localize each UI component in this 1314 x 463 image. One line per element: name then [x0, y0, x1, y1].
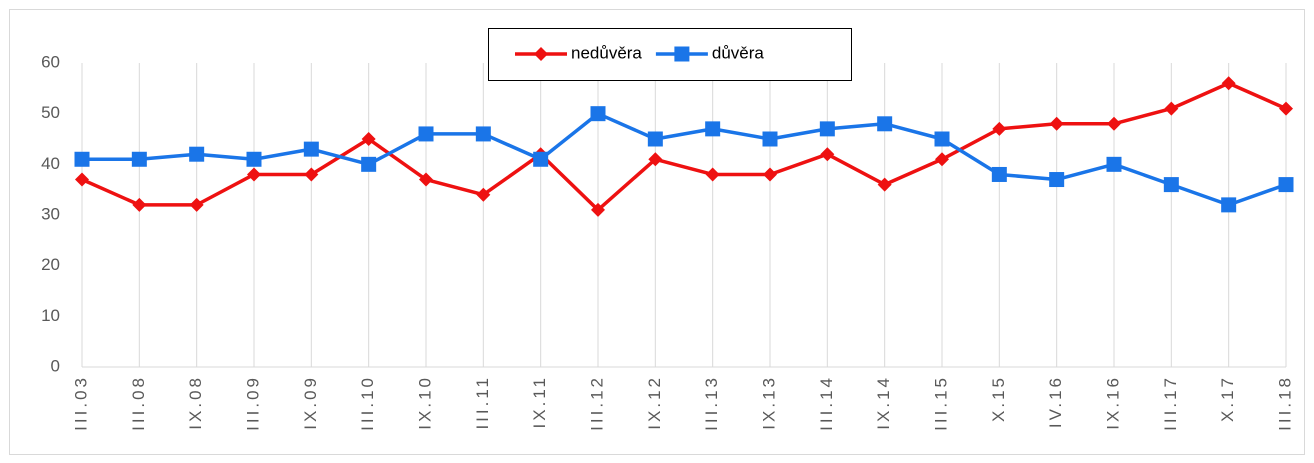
y-tick-label: 20 [41, 255, 60, 274]
series-line [81, 81, 1287, 212]
marker [763, 167, 777, 182]
x-tick-label: III.08 [129, 375, 148, 431]
y-tick-label: 50 [41, 103, 60, 122]
marker [131, 151, 147, 167]
marker [189, 146, 205, 162]
series-line [82, 111, 1287, 207]
x-tick-label: IX.12 [645, 375, 664, 430]
x-tick-label: X.17 [1218, 375, 1237, 422]
marker [1221, 197, 1237, 213]
x-tick-label: III.14 [817, 375, 836, 431]
marker [1163, 177, 1179, 193]
marker [935, 152, 949, 167]
y-tick-label: 30 [41, 204, 60, 223]
x-tick-label: III.15 [931, 375, 950, 431]
x-tick-label: IX.14 [874, 375, 893, 430]
x-tick-label: IX.16 [1103, 375, 1122, 430]
marker [877, 116, 893, 132]
marker [1278, 177, 1294, 193]
x-tick-label: III.17 [1161, 375, 1180, 431]
x-tick-label: IX.09 [301, 375, 320, 430]
marker [534, 47, 548, 61]
marker [246, 151, 262, 167]
x-tick-label: IX.13 [759, 375, 778, 430]
x-tick-label: X.15 [989, 375, 1008, 422]
y-tick-label: 10 [41, 306, 60, 325]
marker [419, 172, 433, 187]
x-tick-label: III.11 [473, 375, 492, 430]
x-tick-label: IX.08 [186, 375, 205, 430]
y-tick-label: 0 [51, 356, 60, 375]
marker [991, 166, 1007, 182]
marker [934, 131, 950, 147]
marker [992, 121, 1007, 136]
marker [877, 177, 892, 192]
marker [1106, 156, 1122, 172]
x-tick-label: III.18 [1275, 375, 1294, 431]
marker [1221, 76, 1236, 91]
marker [75, 172, 89, 187]
marker [361, 156, 377, 172]
marker [762, 131, 778, 147]
chart-frame [9, 9, 1305, 455]
x-tick-label: III.13 [702, 375, 721, 431]
marker [189, 197, 204, 212]
marker [475, 126, 491, 142]
marker [647, 131, 663, 147]
marker [303, 141, 319, 157]
marker [74, 151, 90, 167]
marker [533, 151, 549, 167]
y-tick-label: 60 [41, 52, 60, 71]
marker [1164, 101, 1179, 116]
marker [247, 167, 261, 182]
marker [1049, 116, 1064, 131]
marker [590, 106, 606, 122]
legend-label: nedůvěra [571, 43, 642, 62]
legend-label: důvěra [712, 43, 765, 62]
marker [705, 167, 720, 182]
x-tick-label: III.10 [358, 375, 377, 431]
x-tick-label: III.09 [243, 375, 262, 431]
marker [591, 202, 605, 217]
x-tick-label: IX.10 [415, 375, 434, 430]
marker [648, 152, 663, 167]
marker [674, 46, 690, 62]
x-tick-label: IV.16 [1046, 375, 1065, 428]
marker [820, 147, 835, 162]
legend: nedůvěra důvěra [488, 28, 852, 81]
marker [132, 197, 147, 212]
x-tick-label: IX.11 [530, 375, 549, 428]
y-tick-label: 40 [41, 154, 60, 173]
marker [476, 187, 491, 202]
marker [304, 167, 319, 182]
marker [361, 132, 376, 146]
marker [819, 121, 835, 137]
marker [1279, 101, 1293, 116]
marker [705, 121, 721, 137]
marker [1107, 116, 1121, 131]
x-tick-label: III.12 [587, 375, 606, 431]
marker [1049, 172, 1065, 188]
marker [418, 126, 434, 142]
x-tick-label: III.03 [71, 375, 90, 431]
